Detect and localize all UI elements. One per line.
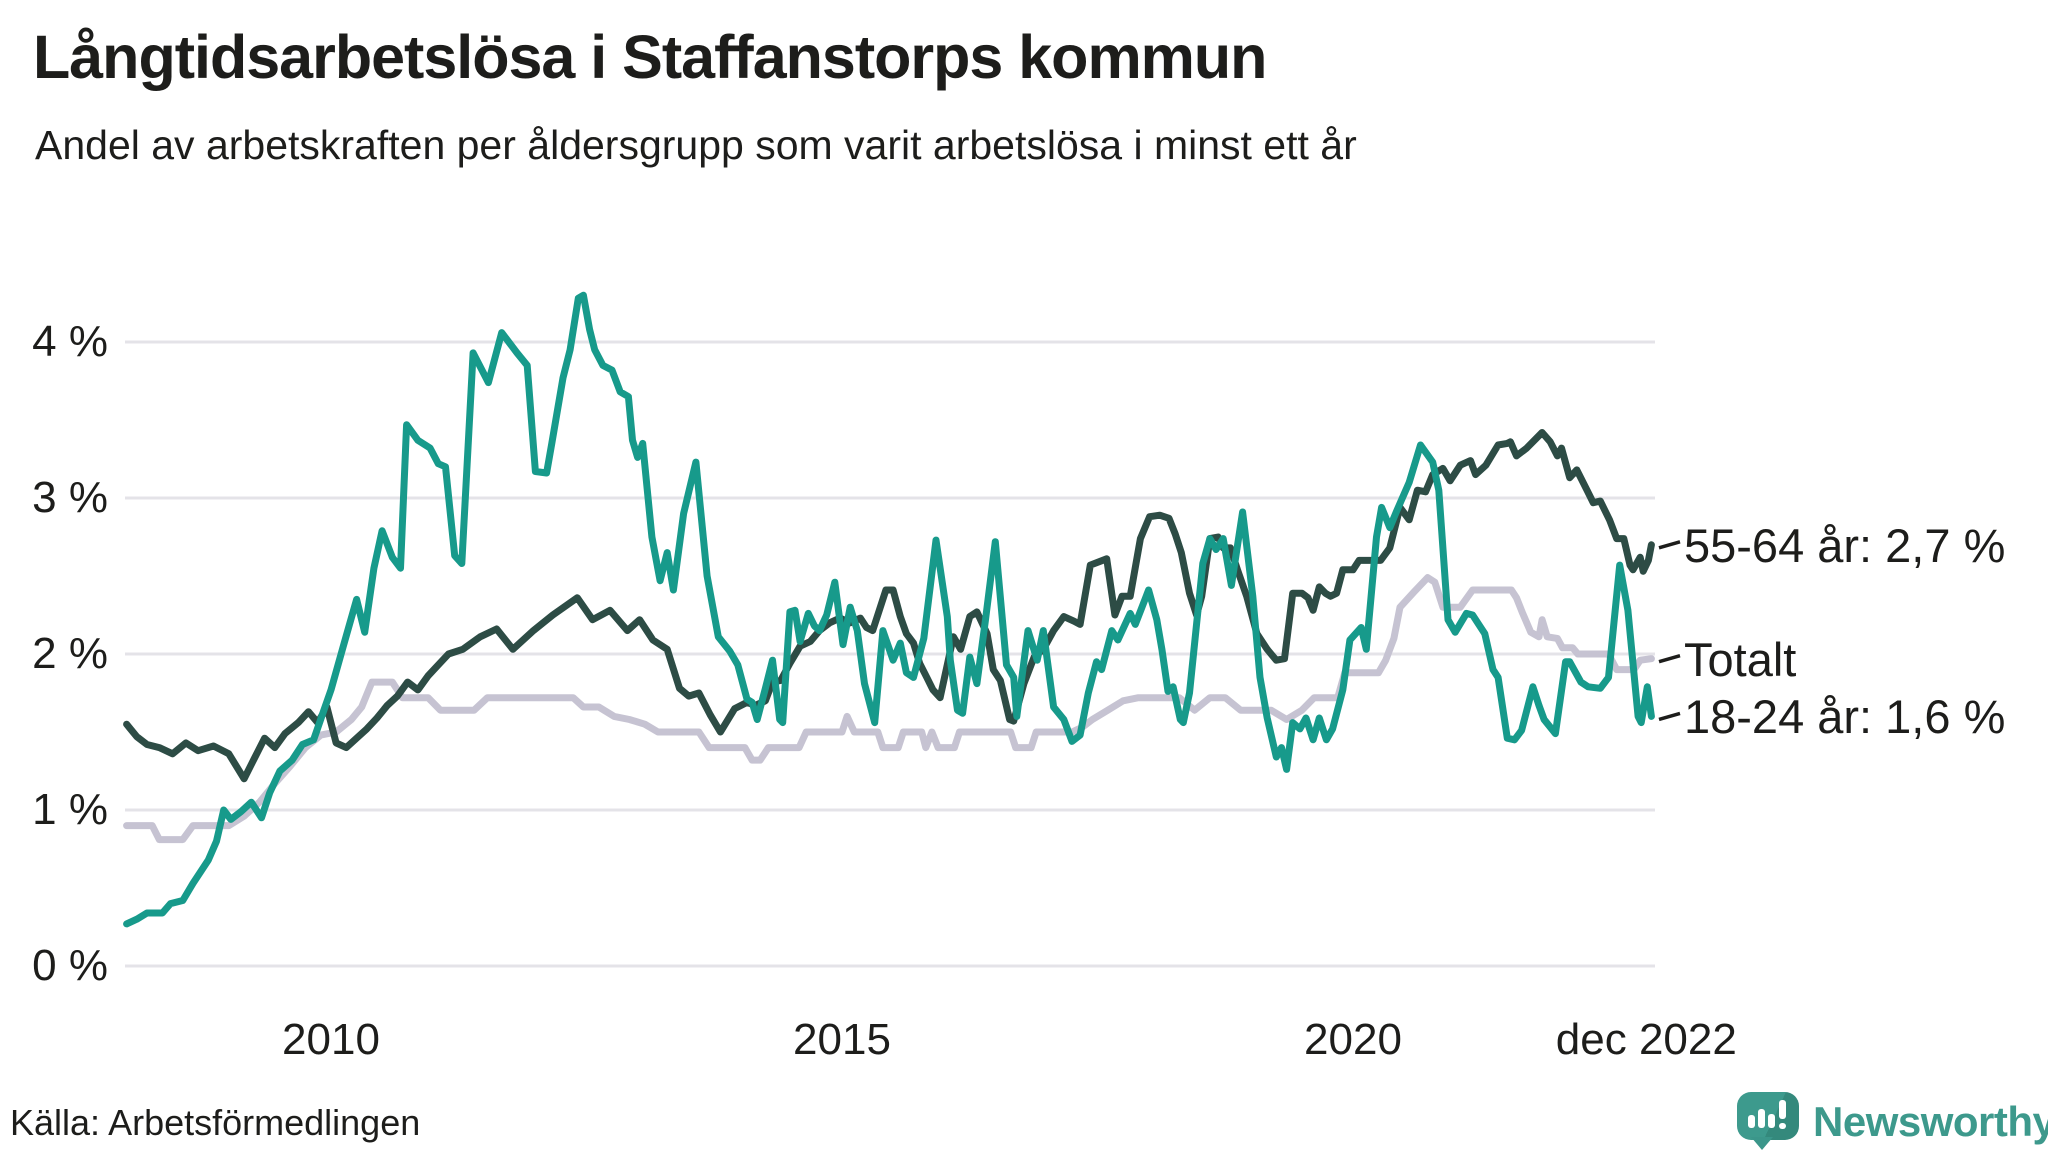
series-label-18-24: 18-24 år: 1,6 % [1684, 690, 2006, 744]
series-line-55-64år [123, 429, 1655, 783]
annotation-dash [1658, 653, 1681, 664]
logo-exclamation-dot [1779, 1123, 1786, 1129]
series-label-55-64: 55-64 år: 2,7 % [1684, 518, 2006, 572]
annotation-dash [1658, 711, 1681, 722]
x-tick-2020: 2020 [1304, 1015, 1402, 1064]
y-tick-4: 4 % [32, 317, 108, 366]
series-label-totalt: Totalt [1684, 632, 1797, 686]
x-tick-2010: 2010 [282, 1015, 380, 1064]
newsworthy-wordmark: Newsworthy [1813, 1098, 2048, 1145]
page-title: Långtidsarbetslösa i Staffanstorps kommu… [33, 23, 1267, 91]
series-line-Totalt [123, 574, 1655, 844]
annotation-dash [1658, 540, 1681, 550]
newsworthy-logo-icon [1737, 1092, 1799, 1150]
source-attribution: Källa: Arbetsförmedlingen [10, 1102, 421, 1143]
logo-exclamation-bar [1779, 1100, 1786, 1119]
speech-bubble-tail [1751, 1137, 1773, 1150]
y-tick-1: 1 % [32, 785, 108, 834]
series-line-18-24år [123, 291, 1655, 928]
logo-bar-3 [1768, 1114, 1775, 1128]
y-tick-2: 2 % [32, 629, 108, 678]
y-tick-3: 3 % [32, 473, 108, 522]
x-tick-dec-2022: dec 2022 [1555, 1015, 1737, 1064]
newsworthy-branding: Newsworthy [1737, 1092, 2048, 1152]
y-tick-0: 0 % [32, 941, 108, 990]
x-tick-2015: 2015 [793, 1015, 891, 1064]
chart-subtitle: Andel av arbetskraften per åldersgrupp s… [35, 122, 1357, 168]
logo-bar-1 [1748, 1115, 1755, 1128]
logo-bar-2 [1758, 1109, 1765, 1128]
